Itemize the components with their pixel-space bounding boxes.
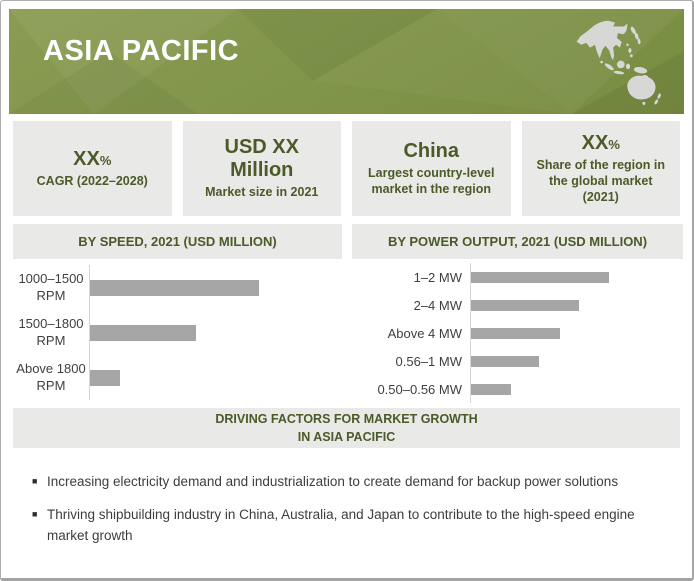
low-poly-background <box>9 9 684 114</box>
bar <box>90 369 121 386</box>
stat-cards-row: XX% CAGR (2022–2028) USD XX Million Market … <box>13 121 680 216</box>
driving-factors-banner: DRIVING FACTORS FOR MARKET GROWTH IN ASI… <box>13 408 680 448</box>
bar-track <box>89 355 342 400</box>
bar <box>90 279 259 296</box>
stat-label: CAGR (2022–2028) <box>36 173 148 188</box>
chart-row: 2–4 MW <box>352 291 683 319</box>
chart-row: 0.56–1 MW <box>352 347 683 375</box>
chart-row: 1000–1500 RPM <box>13 265 342 310</box>
bar-label: Above 1800 RPM <box>16 360 86 393</box>
bar-chart-by-power-output: 1–2 MW 2–4 MW Above 4 MW 0.56–1 MW 0.50–0.56… <box>352 263 683 403</box>
bar-label: 0.50–0.56 MW <box>377 381 462 397</box>
stat-card: China Largest country-level market in the… <box>352 121 511 216</box>
bullet-text: Thriving shipbuilding industry in China,… <box>47 506 635 543</box>
bar-label: Above 4 MW <box>387 325 462 341</box>
bar <box>90 324 196 341</box>
bar-track <box>470 375 683 403</box>
stat-value-suffix: % <box>608 136 620 152</box>
bar-chart-by-speed: 1000–1500 RPM 1500–1800 RPM Above 1800 RPM <box>13 263 342 403</box>
stat-card: USD XX Million Market size in 2021 <box>182 121 341 216</box>
bar-label: 1500–1800 RPM <box>18 315 84 348</box>
stat-label: Market size in 2021 <box>205 185 319 200</box>
list-item: ■ Increasing electricity demand and indus… <box>32 472 664 493</box>
bar-label: 0.56–1 MW <box>395 353 462 369</box>
stat-card: XX% CAGR (2022–2028) <box>13 121 172 216</box>
stat-label: Share of the region in the global market… <box>536 157 666 205</box>
driving-factors-heading-line1: DRIVING FACTORS FOR MARKET GROWTH <box>215 411 478 426</box>
chart-row: Above 4 MW <box>352 319 683 347</box>
chart-row: Above 1800 RPM <box>13 355 342 400</box>
chart-row: 0.50–0.56 MW <box>352 375 683 403</box>
chart-title-by-power-output: BY POWER OUTPUT, 2021 (USD MILLION) <box>352 224 683 259</box>
stat-label: Largest country-level market in the regi… <box>368 165 495 196</box>
bar-track <box>89 265 342 310</box>
bar <box>471 299 580 311</box>
stat-value: China <box>403 139 460 162</box>
stat-value: XX% <box>581 131 620 154</box>
stat-card: XX% Share of the region in the global mar… <box>521 121 680 216</box>
region-header-banner: ASIA PACIFIC <box>9 9 684 114</box>
bar <box>471 327 561 339</box>
bar <box>471 271 609 283</box>
driving-factors-list: ■ Increasing electricity demand and indus… <box>32 472 664 559</box>
chart-row: 1–2 MW <box>352 263 683 291</box>
bar-track <box>470 263 683 291</box>
bar-track <box>470 291 683 319</box>
list-item: ■ Thriving shipbuilding industry in China… <box>32 505 664 547</box>
chart-title-by-speed: BY SPEED, 2021 (USD MILLION) <box>13 224 342 259</box>
bar-track <box>470 347 683 375</box>
bullet-text: Increasing electricity demand and indust… <box>47 474 619 489</box>
page-title: ASIA PACIFIC <box>43 35 240 67</box>
bar-track <box>470 319 683 347</box>
stat-value-suffix: % <box>99 152 112 168</box>
bar <box>471 383 512 395</box>
square-bullet-icon: ■ <box>32 476 38 486</box>
bar-label: 2–4 MW <box>413 297 462 313</box>
bar-label: 1000–1500 RPM <box>18 270 84 303</box>
chart-row: 1500–1800 RPM <box>13 310 342 355</box>
stat-value: USD XX Million <box>224 136 299 182</box>
bar-label: 1–2 MW <box>413 269 462 285</box>
stat-value: XX% <box>73 147 112 170</box>
asia-pacific-map-icon <box>576 20 661 105</box>
driving-factors-heading-line2: IN ASIA PACIFIC <box>297 430 396 444</box>
bar <box>471 355 539 367</box>
square-bullet-icon: ■ <box>32 508 38 519</box>
bar-track <box>89 310 342 355</box>
